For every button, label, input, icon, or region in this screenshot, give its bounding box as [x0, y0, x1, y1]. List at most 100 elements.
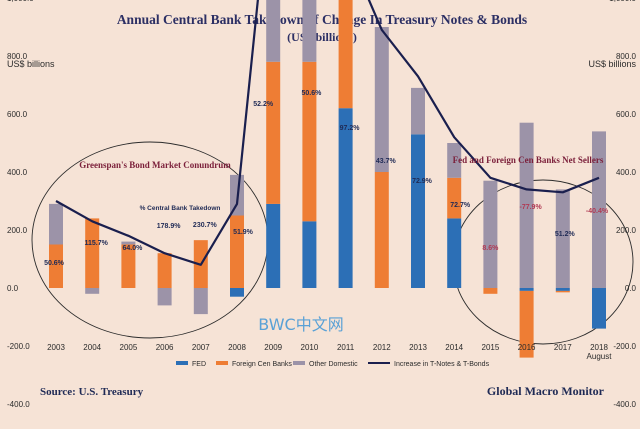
takedown-pct-label: 115.7%: [85, 240, 109, 247]
legend-label: Foreign Cen Banks: [232, 361, 292, 368]
x-tick-label: 2005: [120, 343, 138, 352]
chart-title: Annual Central Bank Takedown of Change I…: [117, 12, 527, 27]
bar-other: [121, 241, 136, 245]
legend-swatch: [293, 361, 305, 365]
bar-fed: [338, 108, 353, 288]
line-increase-t-notes: [55, 0, 600, 266]
bar-fed: [411, 134, 425, 288]
x-tick-label: 2009: [264, 343, 282, 352]
y-tick-label-right: 600.0: [616, 110, 637, 119]
bar-fed: [519, 288, 534, 291]
bar-foreign: [374, 172, 389, 288]
y-tick-label-left: 800.0: [7, 52, 28, 61]
y-tick-label-right: -200.0: [613, 342, 636, 351]
legend-label: Other Domestic: [309, 361, 358, 368]
x-tick-label: 2007: [192, 343, 210, 352]
takedown-pct-label: 51.9%: [233, 229, 254, 236]
takedown-pct-label: 50.6%: [44, 260, 65, 267]
bar-foreign: [555, 290, 570, 293]
x-tick-label: 2016: [518, 343, 536, 352]
y-tick-label-right: 800.0: [616, 52, 637, 61]
x-tick-label: 2003: [47, 343, 65, 352]
y-tick-label-left: -200.0: [7, 342, 30, 351]
takedown-pct-label: 178.9%: [157, 223, 182, 230]
bar-fed: [447, 218, 462, 288]
takedown-pct-label: 50.6%: [301, 90, 322, 97]
bar-foreign: [230, 215, 244, 288]
x-tick-label: 2012: [373, 343, 391, 352]
bar-foreign: [302, 61, 317, 222]
y-axis-label-left: US$ billions: [7, 59, 55, 69]
bars-group: [49, 0, 606, 358]
takedown-pct-label: 72.9%: [412, 178, 433, 185]
bar-other: [447, 143, 462, 178]
bar-foreign: [157, 253, 172, 288]
takedown-pct-label: 64.0%: [122, 245, 143, 252]
x-tick-label: 2011: [337, 343, 355, 352]
bar-foreign: [483, 288, 498, 294]
y-tick-label-right: 200.0: [616, 226, 637, 235]
takedown-pct-label: -77.9%: [520, 204, 543, 211]
x-tick-label: 2018: [590, 343, 608, 352]
bar-other: [483, 180, 498, 288]
x-tick-label: 2013: [409, 343, 427, 352]
legend-label: Increase in T-Notes & T-Bonds: [394, 361, 490, 368]
bar-other: [85, 288, 100, 294]
bar-foreign: [49, 244, 63, 288]
y-tick-label-right: -400.0: [613, 400, 636, 409]
brand-text: Global Macro Monitor: [487, 384, 605, 398]
legend-label: FED: [192, 361, 206, 368]
annotation-net-sellers: Fed and Foreign Cen Banks Net Sellers: [453, 155, 604, 165]
y-tick-label-right: 1,000.0: [609, 0, 636, 3]
bar-other: [411, 87, 425, 135]
y-axis-label-right: US$ billions: [588, 59, 636, 69]
bar-foreign: [85, 218, 100, 288]
y-tick-label-left: -400.0: [7, 400, 30, 409]
x-tick-label: 2004: [83, 343, 101, 352]
x-tick-label: 2006: [156, 343, 174, 352]
bar-foreign: [519, 290, 534, 358]
x-tick-label: 2017: [554, 343, 572, 352]
x-tick-note: August: [587, 352, 613, 361]
bar-other: [374, 27, 389, 172]
y-tick-label-left: 1,000.0: [7, 0, 34, 3]
bar-foreign: [121, 244, 136, 288]
takedown-pct-label: 230.7%: [193, 222, 218, 229]
legend-swatch: [176, 361, 188, 365]
takedown-pct-labels: 50.6% 115.7% 64.0% 178.9% 230.7% 51.9% 52.2% 50…: [44, 90, 609, 267]
bar-fed: [302, 221, 317, 288]
bar-fed: [266, 203, 281, 288]
takedown-pct-label: 52.2%: [253, 101, 274, 108]
bar-other: [592, 131, 606, 288]
x-tick-label: 2010: [301, 343, 319, 352]
line-group: [55, 0, 600, 266]
annotation-greenspan: Greenspan's Bond Market Conundrum: [79, 160, 231, 170]
annotation-takedown-note: % Central Bank Takedown: [140, 205, 221, 212]
takedown-pct-label: 51.2%: [555, 231, 576, 238]
y-tick-label-right: 400.0: [616, 168, 637, 177]
y-tick-label-right: 0.0: [625, 284, 637, 293]
legend-swatch: [216, 361, 228, 365]
bar-foreign: [266, 61, 281, 204]
y-tick-label-left: 0.0: [7, 284, 19, 293]
bar-fed: [555, 288, 570, 291]
bar-fed: [592, 288, 606, 329]
bar-fed: [230, 288, 244, 297]
y-tick-label-left: 400.0: [7, 168, 28, 177]
takedown-pct-label: 97.2%: [340, 125, 361, 132]
x-tick-label: 2014: [445, 343, 463, 352]
bar-other: [302, 0, 317, 62]
x-tick-label: 2015: [482, 343, 500, 352]
x-axis-ticks: 2003 2004 2005 2006 2007 2008 2009 2010 2011 2012…: [47, 343, 612, 361]
bar-other: [266, 0, 281, 62]
bar-other: [193, 288, 208, 315]
legend: FED Foreign Cen Banks Other Domestic Increa…: [176, 361, 490, 368]
watermark-text: BWC中文网: [258, 315, 343, 334]
y-axis-ticks: -400.0 -400.0 -200.0 -200.0 0.0 0.0 200.0 200.0…: [7, 0, 637, 409]
bar-foreign: [447, 177, 462, 219]
x-tick-label: 2008: [228, 343, 246, 352]
takedown-pct-label: 43.7%: [376, 158, 397, 165]
y-tick-label-left: 200.0: [7, 226, 28, 235]
bar-other: [519, 122, 534, 288]
